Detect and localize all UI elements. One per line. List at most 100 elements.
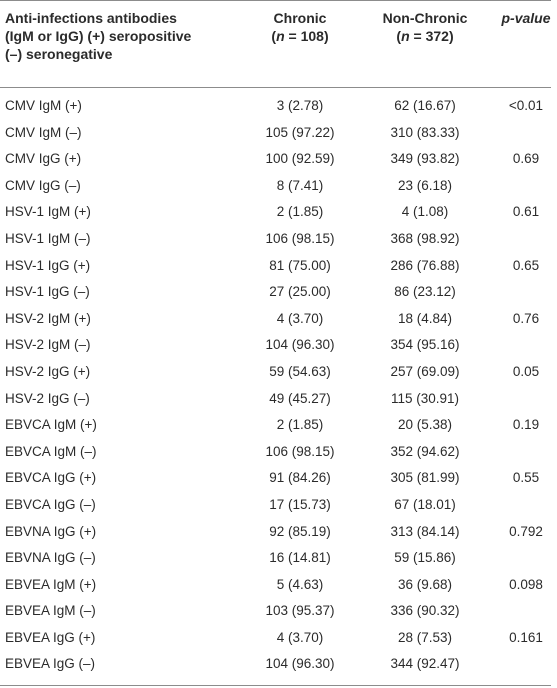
header-label-line-1: Anti-infections antibodies <box>5 10 177 26</box>
cell-nonchronic: 352 (94.62) <box>390 443 460 459</box>
table-row: HSV-2 IgM (+) 4 (3.70) 18 (4.84) 0.76 <box>0 306 557 333</box>
table-row: EBVCA IgM (–) 106 (98.15) 352 (94.62) <box>0 439 557 466</box>
cell-nonchronic: 4 (1.08) <box>401 204 449 220</box>
cell-antibody: CMV IgM (+) <box>5 98 82 113</box>
table-row: CMV IgG (+) 100 (92.59) 349 (93.82) 0.69 <box>0 146 557 173</box>
table-row: CMV IgM (–) 105 (97.22) 310 (83.33) <box>0 120 557 147</box>
cell-nonchronic: 67 (18.01) <box>394 496 456 512</box>
table-row: EBVCA IgG (+) 91 (84.26) 305 (81.99) 0.55 <box>0 465 557 492</box>
bottom-rule <box>0 685 551 686</box>
header-rule <box>0 87 551 88</box>
cell-nonchronic: 313 (84.14) <box>390 523 460 539</box>
table-row: HSV-1 IgM (–) 106 (98.15) 368 (98.92) <box>0 226 557 253</box>
cell-chronic: 16 (14.81) <box>269 550 331 566</box>
top-rule <box>0 0 551 1</box>
cell-nonchronic: 115 (30.91) <box>390 390 460 406</box>
table-row: EBVNA IgG (–) 16 (14.81) 59 (15.86) <box>0 545 557 572</box>
header-nonchronic: Non-Chronic (n = 372) <box>370 9 480 45</box>
header-pvalue: p-value <box>501 10 551 26</box>
cell-nonchronic: 36 (9.68) <box>397 576 453 592</box>
cell-antibody: HSV-1 IgG (–) <box>5 284 90 300</box>
cell-pvalue: 0.61 <box>512 204 540 220</box>
cell-chronic: 4 (3.70) <box>276 310 324 326</box>
cell-chronic: 103 (95.37) <box>265 603 335 619</box>
cell-nonchronic: 257 (69.09) <box>390 363 460 379</box>
cell-nonchronic: 336 (90.32) <box>390 603 460 619</box>
cell-pvalue: 0.55 <box>512 470 540 486</box>
cell-chronic: 106 (98.15) <box>265 443 335 459</box>
cell-nonchronic: 23 (6.18) <box>397 177 453 193</box>
table-row: EBVEA IgM (–) 103 (95.37) 336 (90.32) <box>0 598 557 625</box>
cell-pvalue: <0.01 <box>508 98 544 113</box>
table-header: Anti-infections antibodies (IgM or IgG) … <box>0 0 557 87</box>
cell-pvalue: 0.76 <box>512 310 540 326</box>
cell-chronic: 3 (2.78) <box>276 98 324 113</box>
cell-nonchronic: 59 (15.86) <box>394 550 456 566</box>
cell-antibody: HSV-1 IgM (+) <box>5 204 91 220</box>
cell-antibody: EBVCA IgG (–) <box>5 496 96 512</box>
cell-chronic: 105 (97.22) <box>265 124 335 140</box>
cell-nonchronic: 86 (23.12) <box>394 284 456 300</box>
cell-chronic: 49 (45.27) <box>269 390 331 406</box>
cell-pvalue: 0.65 <box>512 257 540 273</box>
cell-chronic: 59 (54.63) <box>269 363 331 379</box>
cell-chronic: 2 (1.85) <box>276 417 324 433</box>
cell-chronic: 100 (92.59) <box>265 151 335 167</box>
header-label-line-3: (–) seronegative <box>5 46 113 62</box>
cell-antibody: HSV-1 IgG (+) <box>5 257 91 273</box>
cell-antibody: CMV IgM (–) <box>5 124 82 140</box>
header-antibody-label: Anti-infections antibodies (IgM or IgG) … <box>5 9 235 63</box>
cell-antibody: HSV-1 IgM (–) <box>5 230 91 246</box>
cell-antibody: HSV-2 IgM (–) <box>5 337 91 353</box>
cell-pvalue: 0.69 <box>512 151 540 167</box>
cell-chronic: 8 (7.41) <box>276 177 324 193</box>
cell-pvalue: 0.19 <box>512 417 540 433</box>
table-row: HSV-1 IgG (+) 81 (75.00) 286 (76.88) 0.65 <box>0 253 557 280</box>
table-row: CMV IgM (+) 3 (2.78) 62 (16.67) <0.01 <box>0 93 557 120</box>
header-nonchronic-title: Non-Chronic <box>382 10 468 26</box>
cell-antibody: HSV-2 IgM (+) <box>5 310 91 326</box>
cell-antibody: EBVNA IgG (–) <box>5 550 96 566</box>
cell-antibody: EBVEA IgG (+) <box>5 629 96 645</box>
table-row: HSV-1 IgG (–) 27 (25.00) 86 (23.12) <box>0 279 557 306</box>
cell-chronic: 81 (75.00) <box>269 257 331 273</box>
cell-chronic: 4 (3.70) <box>276 629 324 645</box>
cell-nonchronic: 344 (92.47) <box>390 656 460 672</box>
cell-chronic: 91 (84.26) <box>269 470 331 486</box>
header-nonchronic-n: (n = 372) <box>396 28 454 44</box>
cell-nonchronic: 62 (16.67) <box>394 98 456 113</box>
table-row: EBVCA IgM (+) 2 (1.85) 20 (5.38) 0.19 <box>0 412 557 439</box>
cell-antibody: EBVNA IgG (+) <box>5 523 97 539</box>
table-body: CMV IgM (+) 3 (2.78) 62 (16.67) <0.01 CMV Ig… <box>0 93 557 678</box>
cell-antibody: EBVEA IgM (–) <box>5 603 96 619</box>
cell-pvalue: 0.792 <box>509 523 543 539</box>
cell-nonchronic: 305 (81.99) <box>390 470 460 486</box>
cell-nonchronic: 354 (95.16) <box>390 337 460 353</box>
cell-antibody: EBVEA IgM (+) <box>5 576 97 592</box>
table-row: CMV IgG (–) 8 (7.41) 23 (6.18) <box>0 173 557 200</box>
cell-antibody: CMV IgG (–) <box>5 177 81 193</box>
cell-antibody: HSV-2 IgG (+) <box>5 363 91 379</box>
cell-chronic: 2 (1.85) <box>276 204 324 220</box>
cell-pvalue: 0.098 <box>509 576 543 592</box>
cell-chronic: 92 (85.19) <box>269 523 331 539</box>
cell-chronic: 106 (98.15) <box>265 230 335 246</box>
cell-chronic: 27 (25.00) <box>269 284 331 300</box>
cell-antibody: EBVCA IgG (+) <box>5 470 97 486</box>
cell-chronic: 104 (96.30) <box>265 337 335 353</box>
cell-chronic: 104 (96.30) <box>265 656 335 672</box>
header-chronic: Chronic (n = 108) <box>255 9 345 45</box>
table-row: EBVEA IgG (+) 4 (3.70) 28 (7.53) 0.161 <box>0 625 557 652</box>
cell-nonchronic: 368 (98.92) <box>390 230 460 246</box>
cell-nonchronic: 286 (76.88) <box>390 257 460 273</box>
table-row: EBVEA IgM (+) 5 (4.63) 36 (9.68) 0.098 <box>0 572 557 599</box>
header-label-line-2: (IgM or IgG) (+) seropositive <box>5 28 192 44</box>
table-row: HSV-2 IgM (–) 104 (96.30) 354 (95.16) <box>0 332 557 359</box>
cell-pvalue: 0.161 <box>509 629 543 645</box>
table-row: EBVEA IgG (–) 104 (96.30) 344 (92.47) <box>0 651 557 678</box>
cell-chronic: 17 (15.73) <box>269 496 331 512</box>
cell-nonchronic: 28 (7.53) <box>397 629 453 645</box>
cell-antibody: EBVEA IgG (–) <box>5 656 96 672</box>
cell-antibody: CMV IgG (+) <box>5 151 82 167</box>
